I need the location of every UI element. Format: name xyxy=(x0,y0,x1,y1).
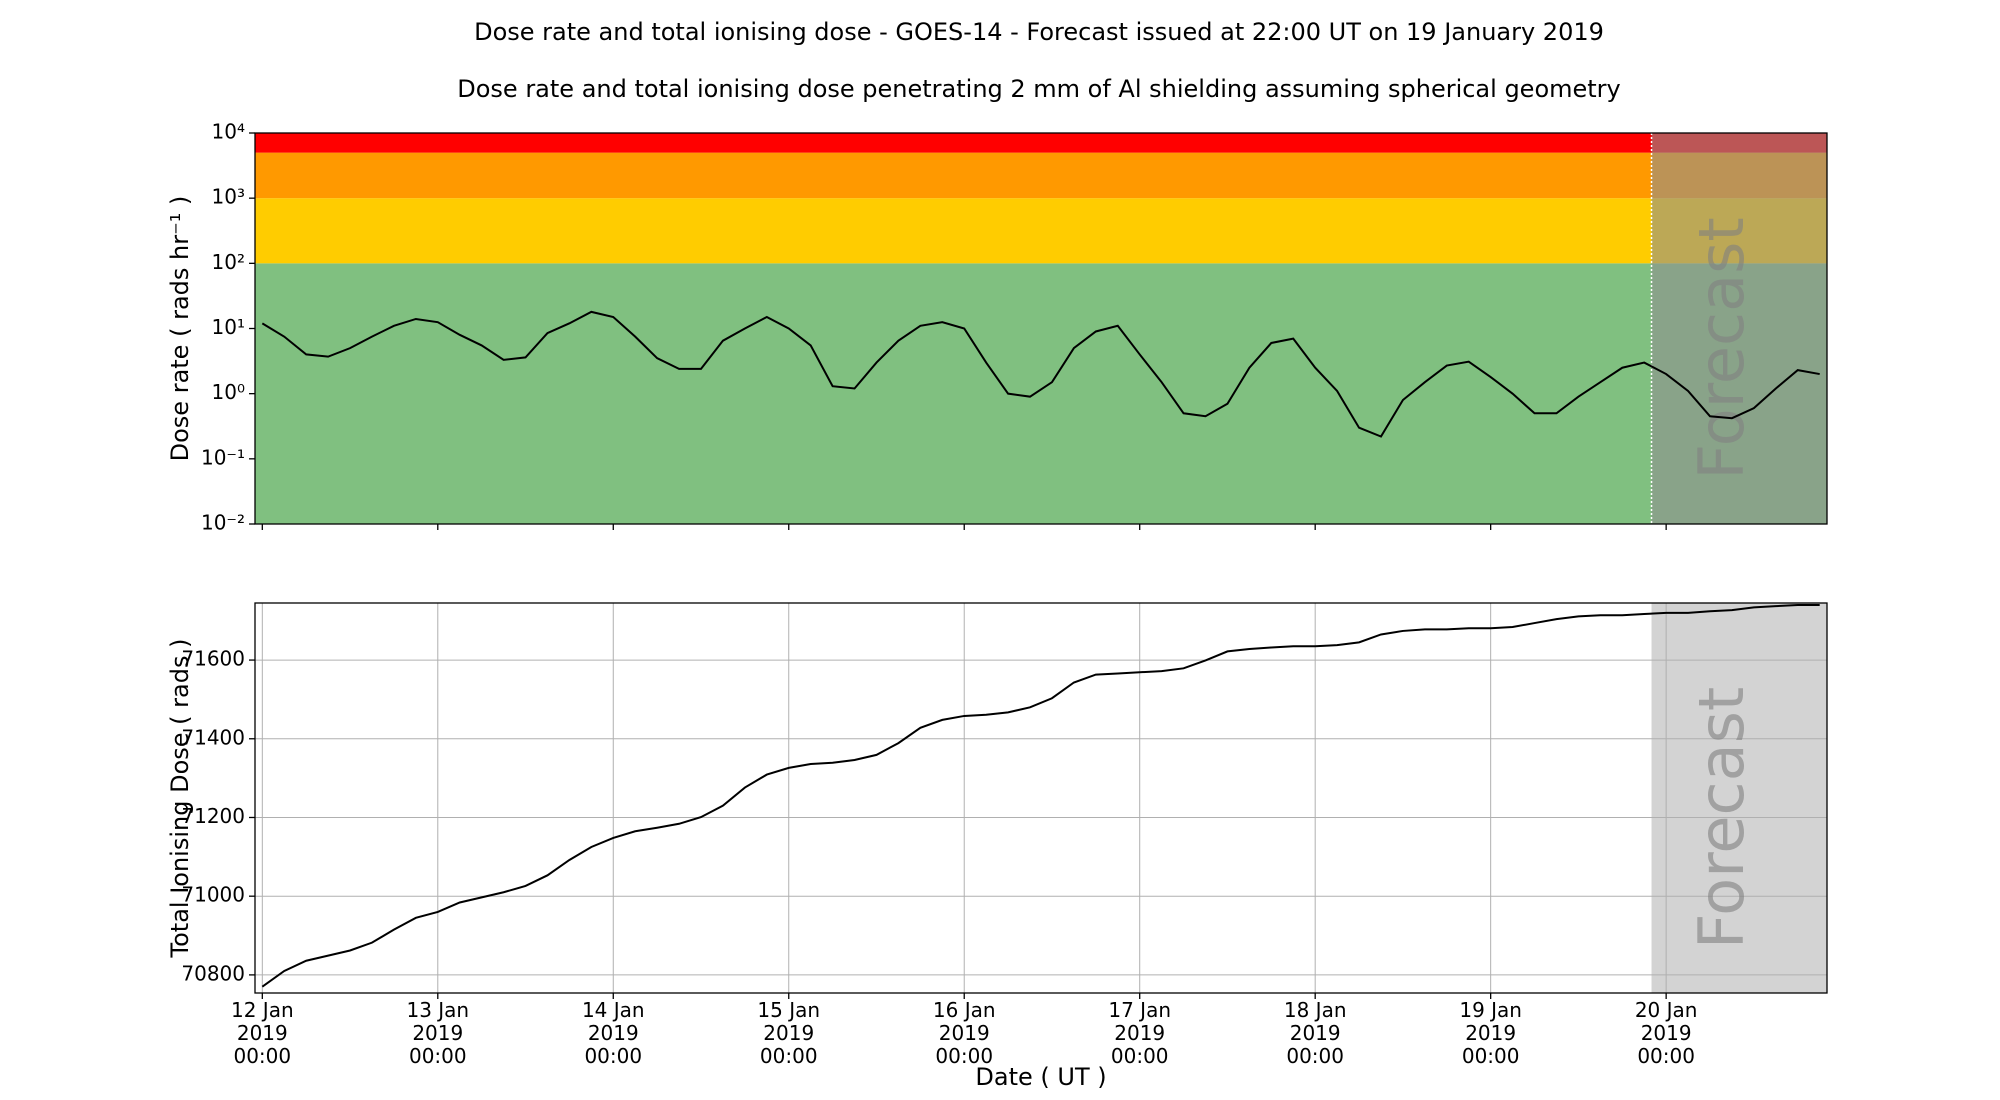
x-tick-label: 00:00 xyxy=(760,1044,818,1068)
x-tick-label: 19 Jan xyxy=(1459,998,1522,1022)
x-tick-label: 15 Jan xyxy=(757,998,820,1022)
x-tick-label: 00:00 xyxy=(1462,1044,1520,1068)
y-tick-label: 71600 xyxy=(181,647,245,671)
x-tick-label: 13 Jan xyxy=(406,998,469,1022)
y-tick-label: 10⁰ xyxy=(212,380,245,404)
x-tick-label: 00:00 xyxy=(1286,1044,1344,1068)
axes-frame xyxy=(254,602,1828,994)
x-tick-label: 14 Jan xyxy=(582,998,645,1022)
y-tick-label: 10³ xyxy=(212,185,245,209)
forecast-region xyxy=(1651,603,1827,993)
x-tick-label: 2019 xyxy=(588,1021,639,1045)
y-axis-label: Total Ionising Dose ( rads ) xyxy=(166,639,194,959)
x-tick-label: 2019 xyxy=(1641,1021,1692,1045)
y-tick-label: 10⁴ xyxy=(212,120,245,144)
y-tick-label: 10⁻¹ xyxy=(201,445,245,469)
threshold-band xyxy=(255,133,1827,153)
forecast-region xyxy=(1651,133,1827,524)
plot-area: Forecast xyxy=(255,133,1827,524)
x-tick-label: 00:00 xyxy=(584,1044,642,1068)
x-tick-label: 12 Jan xyxy=(231,998,294,1022)
data-line xyxy=(261,310,1820,438)
x-tick-label: 2019 xyxy=(412,1021,463,1045)
chart-subtitle: Dose rate and total ionising dose penetr… xyxy=(457,75,1621,103)
x-tick-label: 00:00 xyxy=(409,1044,467,1068)
threshold-band xyxy=(255,198,1827,264)
y-tick-label: 71400 xyxy=(181,725,245,749)
x-tick-label: 00:00 xyxy=(935,1044,993,1068)
data-line xyxy=(261,603,1820,988)
chart-title: Dose rate and total ionising dose - GOES… xyxy=(474,18,1604,46)
x-tick-label: 00:00 xyxy=(1111,1044,1169,1068)
x-tick-label: 2019 xyxy=(939,1021,990,1045)
y-tick-label: 71200 xyxy=(181,804,245,828)
threshold-band xyxy=(255,263,1827,524)
x-tick-label: 20 Jan xyxy=(1635,998,1698,1022)
x-axis-label: Date ( UT ) xyxy=(975,1063,1106,1091)
y-tick-label: 10¹ xyxy=(212,315,245,339)
x-tick-label: 18 Jan xyxy=(1284,998,1347,1022)
x-tick-label: 2019 xyxy=(1290,1021,1341,1045)
forecast-label: Forecast xyxy=(1685,217,1758,479)
x-tick-label: 2019 xyxy=(237,1021,288,1045)
y-tick-label: 70800 xyxy=(181,961,245,985)
y-tick-label: 10² xyxy=(212,250,245,274)
x-tick-label: 16 Jan xyxy=(933,998,996,1022)
x-tick-label: 2019 xyxy=(1465,1021,1516,1045)
y-axis-label: Dose rate ( rads hr⁻¹ ) xyxy=(166,196,194,462)
plot-area: Forecast xyxy=(255,603,1827,993)
x-tick-label: 2019 xyxy=(1114,1021,1165,1045)
x-tick-label: 00:00 xyxy=(1637,1044,1695,1068)
y-tick-label: 10⁻² xyxy=(201,511,245,535)
y-tick-label: 71000 xyxy=(181,883,245,907)
threshold-band xyxy=(255,152,1827,199)
x-tick-label: 2019 xyxy=(763,1021,814,1045)
forecast-label: Forecast xyxy=(1685,687,1758,949)
x-tick-label: 00:00 xyxy=(233,1044,291,1068)
x-tick-label: 17 Jan xyxy=(1108,998,1171,1022)
